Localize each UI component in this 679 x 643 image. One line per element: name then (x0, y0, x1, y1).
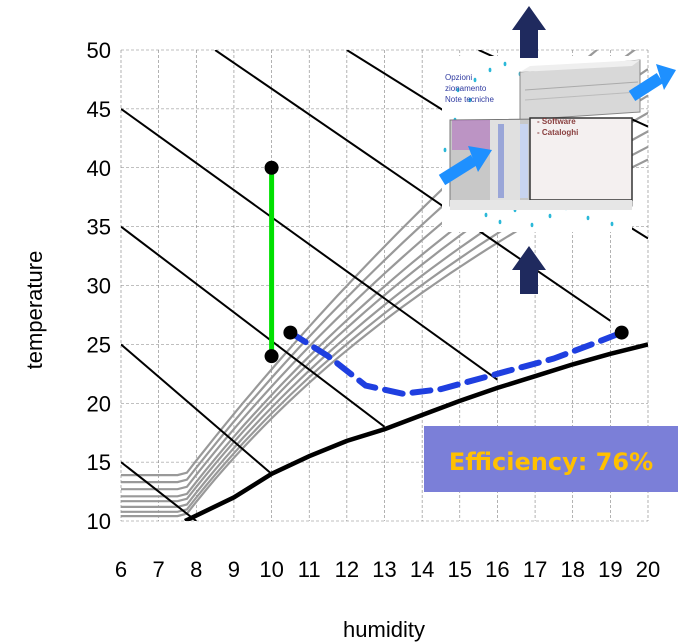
enthalpy-line (121, 461, 197, 521)
x-tick-label: 17 (523, 557, 547, 582)
axis-ticks: 6 7 8 9 10 11 12 13 14 15 16 17 18 19 20 10 15 20 25 30 35 40… (87, 38, 661, 582)
saturation-curve (184, 342, 648, 521)
air-in-arrow-icon (512, 246, 546, 294)
x-tick-label: 14 (410, 557, 434, 582)
inset-label: - Software (537, 117, 576, 126)
x-tick-label: 7 (153, 557, 165, 582)
efficiency-badge: Efficiency: 76% (424, 426, 678, 492)
data-point (264, 349, 279, 364)
x-tick-label: 20 (636, 557, 660, 582)
x-tick-label: 12 (335, 557, 359, 582)
x-tick-label: 19 (598, 557, 622, 582)
y-tick-label: 10 (87, 509, 111, 534)
unit-illustration: Opzioni zionamento Note tecniche - Softw… (438, 6, 676, 294)
enthalpy-line (214, 50, 611, 322)
air-dot (548, 213, 552, 219)
y-tick-label: 30 (87, 274, 111, 299)
efficiency-label: Efficiency: 76% (449, 448, 653, 476)
enthalpy-line (121, 108, 499, 381)
x-tick-label: 11 (298, 557, 321, 582)
inset-label: Opzioni (445, 73, 472, 82)
x-axis-label: humidity (343, 617, 425, 642)
air-dot (586, 215, 590, 221)
x-tick-label: 15 (448, 557, 472, 582)
air-dot (530, 222, 534, 228)
intake-arrow-icon (468, 146, 492, 172)
series-layer (264, 160, 629, 397)
air-dot (456, 87, 460, 93)
data-point (283, 325, 298, 340)
x-tick-label: 16 (485, 557, 509, 582)
air-dot (503, 61, 507, 67)
data-point (614, 325, 629, 340)
air-dot (468, 97, 472, 103)
inset-label: zionamento (445, 84, 487, 93)
y-axis-label: temperature (22, 251, 47, 370)
y-tick-label: 35 (87, 215, 111, 240)
air-dot (488, 67, 492, 73)
x-tick-label: 9 (228, 557, 240, 582)
saturation-layer (184, 342, 648, 521)
series-line-2 (287, 329, 625, 397)
air-dot (443, 147, 447, 153)
y-tick-label: 25 (87, 332, 111, 357)
data-point (264, 160, 279, 175)
enthalpy-line (121, 343, 273, 475)
y-tick-label: 15 (87, 450, 111, 475)
y-tick-label: 45 (87, 97, 111, 122)
y-tick-label: 20 (87, 391, 111, 416)
air-out-arrow-icon (512, 6, 546, 58)
y-tick-label: 40 (87, 156, 111, 181)
inset-label: Note tecniche (445, 95, 494, 104)
x-tick-label: 10 (259, 557, 283, 582)
enthalpy-line (121, 225, 386, 428)
x-tick-label: 13 (372, 557, 396, 582)
exhaust-arrow-icon (656, 64, 676, 90)
air-dot (498, 219, 502, 225)
x-tick-label: 6 (115, 557, 127, 582)
x-tick-label: 8 (190, 557, 202, 582)
air-dot (473, 77, 477, 83)
x-tick-label: 18 (560, 557, 584, 582)
air-dot (484, 212, 488, 218)
y-tick-label: 50 (87, 38, 111, 63)
inset-label: - Cataloghi (537, 128, 578, 137)
air-dot (610, 221, 614, 227)
